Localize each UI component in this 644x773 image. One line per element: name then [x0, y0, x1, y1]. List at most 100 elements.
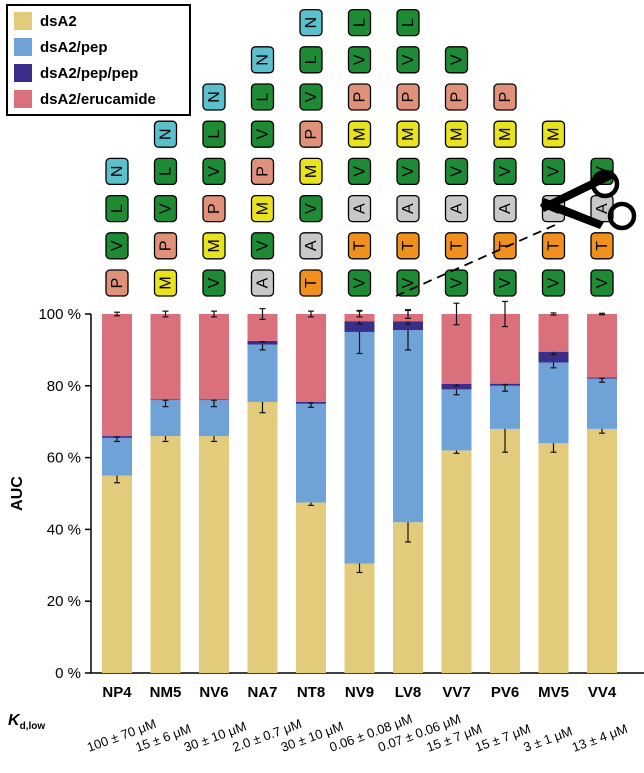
bar-segment-dsa2-erucamide [150, 314, 181, 400]
residue-box [299, 194, 323, 223]
bar-segment-dsa2-pep [538, 362, 569, 444]
kd-value-label: 13 ± 4 μM [570, 721, 630, 755]
residue-box [541, 269, 566, 297]
residue-letter: L [303, 55, 320, 64]
residue-letter: V [352, 277, 369, 288]
bar-segment-dsa2-pep [490, 385, 520, 429]
residue-box [493, 157, 517, 186]
residue-box [444, 269, 469, 297]
x-tick-label: NT8 [297, 684, 325, 701]
residue-letter: P [206, 203, 223, 214]
residue-letter: A [400, 203, 417, 214]
residue-box [153, 232, 178, 260]
residue-letter: V [206, 166, 223, 177]
residue-letter: M [303, 165, 320, 178]
residue-letter: A [594, 203, 611, 214]
residue-box [347, 194, 372, 223]
residue-letter: M [255, 202, 272, 215]
residue-box [250, 232, 275, 260]
residue-box [250, 194, 275, 223]
residue-box [105, 269, 129, 297]
residue-box [493, 232, 517, 260]
x-tick-label: NM5 [150, 684, 182, 701]
residue-letter: T [497, 241, 514, 251]
residue-letter: P [449, 92, 466, 103]
residue-box [347, 46, 372, 74]
residue-letter: V [206, 277, 223, 288]
residue-letter: P [255, 166, 272, 177]
residue-letter: V [400, 54, 417, 65]
residue-box [105, 157, 129, 186]
bar-segment-dsa2-pep-pep [538, 351, 569, 363]
residue-letter: V [255, 240, 272, 251]
residue-box [347, 120, 372, 148]
residue-box [299, 8, 323, 37]
residue-box [541, 120, 566, 148]
bar-segment-dsa2 [199, 436, 229, 673]
legend-item-dsa2-erucamide: dsA2/erucamide [14, 88, 156, 110]
residue-letter: T [449, 241, 466, 251]
residue-letter: P [303, 129, 320, 140]
y-tick-label: 20 % [47, 593, 81, 610]
residue-box [299, 157, 323, 186]
residue-letter: M [206, 239, 223, 252]
residue-box [444, 46, 469, 74]
legend-swatch-dsa2-pep [14, 38, 32, 56]
x-tick-label: LV8 [395, 684, 421, 701]
bar-segment-dsa2-erucamide [296, 314, 326, 402]
residue-letter: V [497, 277, 514, 288]
residue-box [444, 232, 469, 260]
residue-box [202, 194, 226, 223]
residue-box [493, 269, 517, 297]
residue-box [202, 120, 226, 148]
bar-segment-dsa2 [344, 563, 375, 673]
bar-segment-dsa2-pep [344, 331, 375, 564]
legend-item-dsa2-pep-pep: dsA2/pep/pep [14, 62, 138, 84]
residue-letter: V [303, 203, 320, 214]
residue-box [444, 157, 469, 186]
bar-segment-dsa2 [587, 428, 617, 673]
residue-letter: V [400, 166, 417, 177]
bar-segment-dsa2-erucamide [102, 314, 132, 437]
residue-box [202, 269, 226, 297]
residue-letter: T [594, 241, 611, 251]
x-tick-label: MV5 [538, 684, 569, 701]
bar-segment-dsa2-pep-pep [393, 321, 423, 331]
legend-item-dsa2-pep: dsA2/pep [14, 36, 108, 58]
residue-letter: N [303, 17, 320, 29]
bar-segment-dsa2-erucamide [587, 314, 617, 378]
residue-letter: N [109, 166, 126, 178]
residue-letter: T [546, 241, 563, 251]
residue-letter: M [352, 128, 369, 141]
residue-box [347, 8, 372, 37]
residue-letter: V [303, 91, 320, 102]
residue-letter: V [594, 277, 611, 288]
bar-segment-dsa2 [441, 450, 472, 673]
residue-box [493, 120, 517, 148]
bar-segment-dsa2 [247, 401, 278, 673]
bar-segment-dsa2 [102, 475, 132, 673]
residue-box [590, 232, 614, 260]
residue-box [396, 194, 420, 223]
bar-segment-dsa2-pep-pep [344, 321, 375, 332]
residue-letter: V [255, 129, 272, 140]
residue-letter: M [497, 128, 514, 141]
residue-letter: V [449, 54, 466, 65]
residue-letter: M [400, 128, 417, 141]
legend-swatch-dsa2 [14, 12, 32, 30]
residue-box [444, 120, 469, 148]
residue-box [299, 232, 323, 260]
bar-segment-dsa2-pep [393, 330, 423, 523]
residue-box [493, 194, 517, 223]
bar-segment-dsa2 [490, 428, 520, 673]
residue-letter: V [449, 166, 466, 177]
y-tick-label: 80 % [47, 378, 81, 395]
bar-segment-dsa2-pep [587, 378, 617, 429]
residue-box [299, 46, 323, 74]
bar-segment-dsa2 [538, 443, 569, 673]
residue-letter: L [400, 18, 417, 27]
bar-segment-dsa2 [150, 436, 181, 673]
residue-box [202, 83, 226, 111]
legend-label-dsa2: dsA2 [40, 12, 77, 30]
residue-box [590, 269, 614, 297]
